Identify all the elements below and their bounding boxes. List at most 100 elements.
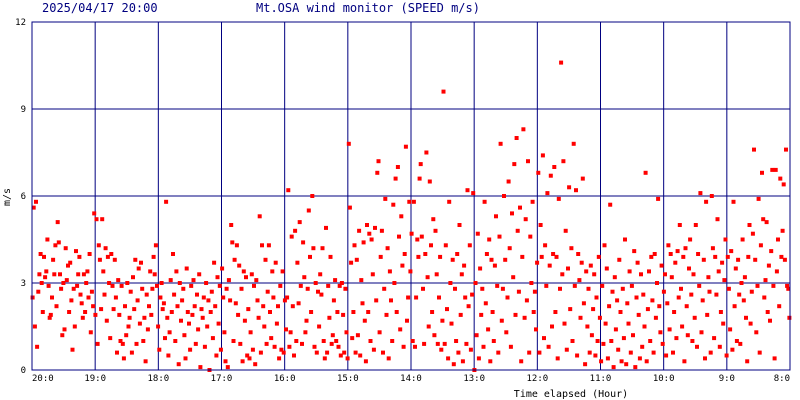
data-point bbox=[184, 266, 189, 271]
data-point bbox=[201, 295, 206, 300]
data-point bbox=[250, 347, 255, 352]
data-point bbox=[270, 269, 275, 274]
data-point bbox=[303, 330, 308, 335]
data-point bbox=[439, 347, 444, 352]
data-point bbox=[554, 254, 559, 259]
data-point bbox=[515, 228, 520, 233]
data-point bbox=[757, 350, 762, 355]
data-point bbox=[458, 312, 463, 317]
data-point bbox=[664, 353, 669, 358]
data-point bbox=[217, 283, 222, 288]
data-point bbox=[139, 260, 143, 265]
data-points bbox=[30, 60, 792, 372]
data-point bbox=[347, 205, 352, 210]
data-point bbox=[274, 321, 279, 326]
data-point bbox=[619, 359, 624, 364]
data-point bbox=[672, 310, 677, 314]
data-point bbox=[192, 304, 197, 309]
data-point bbox=[625, 301, 630, 306]
data-point bbox=[260, 243, 264, 248]
data-point bbox=[290, 304, 295, 309]
data-point bbox=[84, 281, 89, 285]
data-point bbox=[697, 283, 702, 288]
data-point bbox=[285, 295, 290, 300]
data-point bbox=[475, 231, 480, 236]
x-tick-label: 13:0 bbox=[463, 374, 485, 384]
data-point bbox=[764, 220, 769, 225]
data-point bbox=[360, 301, 365, 306]
data-point bbox=[255, 298, 260, 303]
data-point bbox=[244, 275, 248, 280]
data-point bbox=[344, 330, 349, 335]
data-point bbox=[38, 252, 43, 256]
data-point bbox=[785, 283, 790, 288]
data-point bbox=[206, 298, 211, 303]
data-point bbox=[294, 339, 299, 343]
data-point bbox=[669, 275, 674, 280]
data-point bbox=[568, 307, 573, 312]
data-point bbox=[163, 336, 167, 341]
data-point bbox=[280, 269, 285, 274]
y-tick-label: 6 bbox=[21, 192, 26, 202]
data-point bbox=[305, 286, 310, 291]
data-point bbox=[660, 341, 665, 346]
data-point bbox=[438, 254, 443, 259]
data-point bbox=[55, 220, 60, 225]
data-point bbox=[118, 339, 123, 343]
data-point bbox=[456, 350, 461, 355]
data-point bbox=[616, 347, 621, 352]
data-point bbox=[729, 249, 734, 254]
data-point bbox=[40, 310, 45, 314]
data-point bbox=[94, 217, 99, 222]
data-point bbox=[676, 295, 681, 300]
data-point bbox=[316, 289, 320, 294]
data-point bbox=[405, 318, 409, 323]
data-point bbox=[376, 159, 381, 164]
data-point bbox=[620, 286, 625, 291]
data-point bbox=[781, 182, 786, 187]
data-point bbox=[463, 295, 468, 300]
data-point bbox=[659, 263, 664, 268]
data-point bbox=[551, 252, 556, 256]
data-point bbox=[537, 350, 542, 355]
data-point bbox=[720, 260, 725, 265]
data-point bbox=[166, 353, 171, 358]
data-point bbox=[602, 243, 607, 248]
data-point bbox=[489, 257, 494, 262]
data-point bbox=[696, 252, 701, 256]
data-point bbox=[87, 252, 92, 256]
data-point bbox=[722, 278, 727, 283]
data-point bbox=[661, 289, 666, 294]
data-point bbox=[125, 281, 130, 285]
data-point bbox=[357, 228, 362, 233]
data-point bbox=[195, 292, 199, 297]
data-point bbox=[631, 333, 635, 338]
data-point bbox=[210, 336, 215, 341]
data-point bbox=[31, 205, 36, 210]
data-point bbox=[61, 281, 66, 285]
data-point bbox=[263, 257, 268, 262]
data-point bbox=[129, 350, 134, 355]
data-point bbox=[253, 362, 258, 367]
data-point bbox=[88, 330, 93, 335]
data-point bbox=[277, 356, 282, 361]
data-point bbox=[110, 283, 115, 288]
data-point bbox=[536, 170, 541, 175]
data-point bbox=[346, 141, 351, 146]
data-point bbox=[394, 310, 399, 314]
data-point bbox=[329, 341, 334, 346]
data-point bbox=[741, 298, 746, 303]
data-point bbox=[183, 356, 188, 361]
data-point bbox=[51, 257, 56, 262]
data-point bbox=[213, 304, 218, 309]
data-point bbox=[341, 312, 346, 317]
data-point bbox=[44, 269, 49, 274]
data-point bbox=[359, 278, 364, 283]
data-point bbox=[362, 318, 367, 323]
data-point bbox=[407, 199, 412, 204]
data-point bbox=[688, 237, 693, 242]
data-point bbox=[715, 217, 720, 222]
data-point bbox=[451, 362, 456, 367]
data-point bbox=[86, 295, 91, 300]
data-point bbox=[151, 254, 156, 259]
